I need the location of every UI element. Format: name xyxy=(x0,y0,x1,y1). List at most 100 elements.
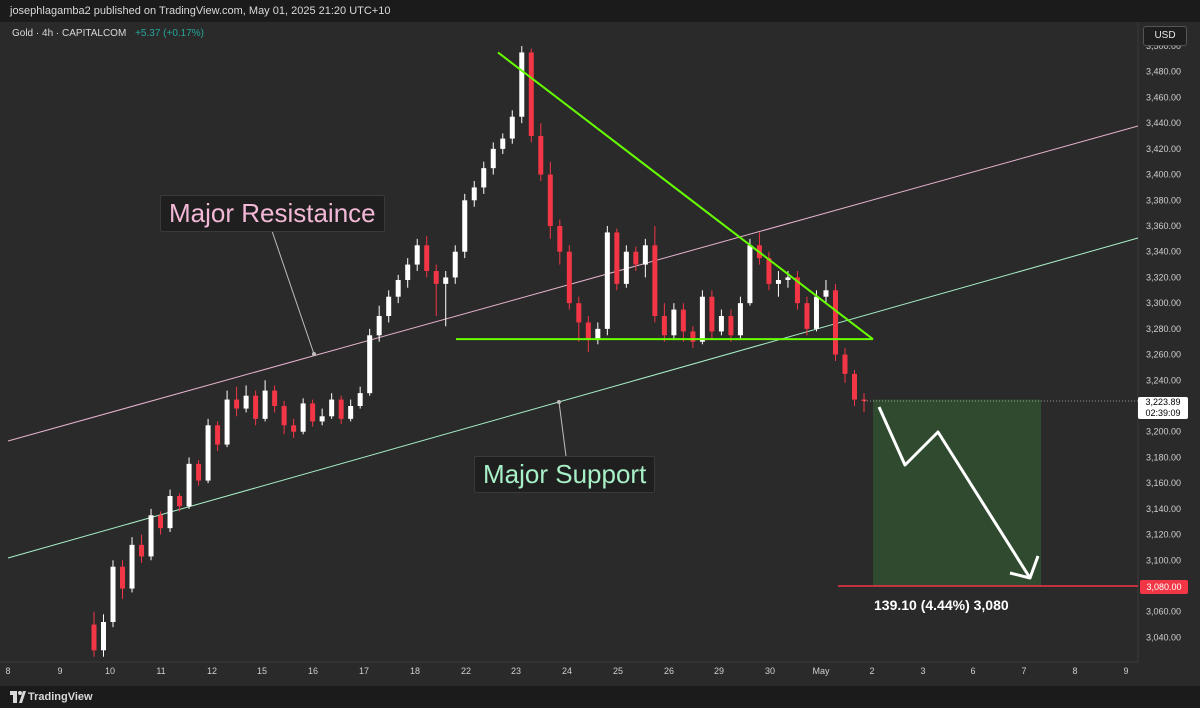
x-tick-label: 11 xyxy=(156,666,165,676)
candle-body xyxy=(633,251,639,265)
x-tick-label: 8 xyxy=(1072,666,1077,676)
y-tick-label: 3,040.00 xyxy=(1146,632,1181,642)
x-tick-label: 22 xyxy=(461,666,471,676)
resistance-label[interactable]: Major Resistaince xyxy=(160,195,385,232)
candle-body xyxy=(224,399,230,445)
x-tick-label: May xyxy=(812,666,830,676)
candle-body xyxy=(196,463,202,481)
candle-body xyxy=(519,52,525,117)
candle-body xyxy=(319,416,325,422)
candle-body xyxy=(91,624,97,651)
support-anchor xyxy=(557,400,561,404)
candle-body xyxy=(215,425,221,445)
x-tick-label: 30 xyxy=(765,666,775,676)
candle-body xyxy=(680,309,686,332)
y-tick-label: 3,460.00 xyxy=(1146,92,1181,102)
candle-body xyxy=(623,251,629,284)
measure-label: 139.10 (4.44%) 3,080 xyxy=(874,597,1009,613)
y-tick-label: 3,360.00 xyxy=(1146,221,1181,231)
candle-body xyxy=(614,232,620,284)
x-tick-label: 10 xyxy=(105,666,115,676)
candle-body xyxy=(253,395,259,419)
candle-body xyxy=(167,496,173,529)
projection-path xyxy=(877,406,1032,579)
candle-body xyxy=(785,277,791,281)
x-tick-label: 18 xyxy=(410,666,420,676)
candle-body xyxy=(509,116,515,139)
candle-body xyxy=(842,354,848,374)
candle-body xyxy=(585,322,591,340)
x-tick-label: 17 xyxy=(359,666,369,676)
y-tick-label: 3,320.00 xyxy=(1146,272,1181,282)
candle-body xyxy=(851,373,857,400)
candle-body xyxy=(652,245,658,317)
candle-body xyxy=(481,168,487,188)
price-chart[interactable]: 3,040.00 3,060.00 3,080.00 3,100.00 3,120.00… xyxy=(0,22,1200,686)
publish-info: josephlagamba2 published on TradingView.… xyxy=(10,5,391,17)
candle-body xyxy=(205,425,211,481)
candle-body xyxy=(338,399,344,419)
y-tick-label: 3,260.00 xyxy=(1146,350,1181,360)
x-tick-label: 29 xyxy=(714,666,724,676)
candle-body xyxy=(357,393,363,407)
y-tick-label: 3,340.00 xyxy=(1146,247,1181,257)
x-tick-label: 12 xyxy=(207,666,217,676)
triangle-upper-line xyxy=(497,51,874,340)
candle-body xyxy=(310,403,316,422)
candle-body xyxy=(348,406,354,419)
candle-body xyxy=(500,138,506,149)
x-tick-label: 6 xyxy=(970,666,975,676)
y-tick-label: 3,440.00 xyxy=(1146,118,1181,128)
candle-body xyxy=(281,406,287,426)
candle-body xyxy=(262,390,268,419)
price-change: +5.37 (+0.17%) xyxy=(135,28,205,39)
y-tick-label: 3,120.00 xyxy=(1146,530,1181,540)
candle-body xyxy=(110,566,116,622)
candle-body xyxy=(452,251,458,278)
candle-body xyxy=(443,277,449,284)
candle-body xyxy=(832,290,838,355)
symbol-legend: Gold · 4h · CAPITALCOM +5.37 (+0.17%) xyxy=(12,28,204,39)
candle-body xyxy=(547,174,553,227)
candle-body xyxy=(243,395,249,409)
x-tick-label: 15 xyxy=(257,666,267,676)
candle-body xyxy=(709,296,715,332)
footer-brand: TradingView xyxy=(28,691,93,703)
candle-body xyxy=(120,566,126,589)
candle-body xyxy=(718,316,724,332)
candle-body xyxy=(671,309,677,336)
candle-body xyxy=(642,245,648,265)
x-tick-label: 9 xyxy=(57,666,62,676)
y-tick-label: 3,300.00 xyxy=(1146,298,1181,308)
candle-body xyxy=(291,425,297,432)
x-tick-label: 26 xyxy=(664,666,674,676)
support-label[interactable]: Major Support xyxy=(474,456,656,493)
candle-body xyxy=(177,496,183,507)
candle-body xyxy=(813,296,819,329)
resistance-channel-line xyxy=(7,125,1139,442)
candle-body xyxy=(690,331,696,342)
support-leader xyxy=(558,401,567,457)
candle-body xyxy=(129,544,135,589)
resistance-leader xyxy=(271,230,315,355)
candle-body xyxy=(728,316,734,336)
candle-body xyxy=(528,52,534,137)
candle-body xyxy=(661,316,667,336)
y-tick-label: 3,420.00 xyxy=(1146,144,1181,154)
y-tick-label: 3,240.00 xyxy=(1146,375,1181,385)
currency-button[interactable]: USD xyxy=(1143,26,1187,46)
target-zone xyxy=(873,399,1041,586)
candle-body xyxy=(186,463,192,507)
candle-body xyxy=(747,245,753,304)
y-tick-label: 3,060.00 xyxy=(1146,607,1181,617)
y-tick-label: 3,380.00 xyxy=(1146,195,1181,205)
candle-body xyxy=(101,621,107,651)
x-tick-label: 8 xyxy=(5,666,10,676)
y-tick-label: 3,100.00 xyxy=(1146,555,1181,565)
candle-body xyxy=(139,544,145,557)
x-tick-label: 3 xyxy=(920,666,925,676)
candle-body xyxy=(272,390,278,407)
tradingview-logo-icon xyxy=(10,691,26,703)
candle-body xyxy=(395,280,401,297)
